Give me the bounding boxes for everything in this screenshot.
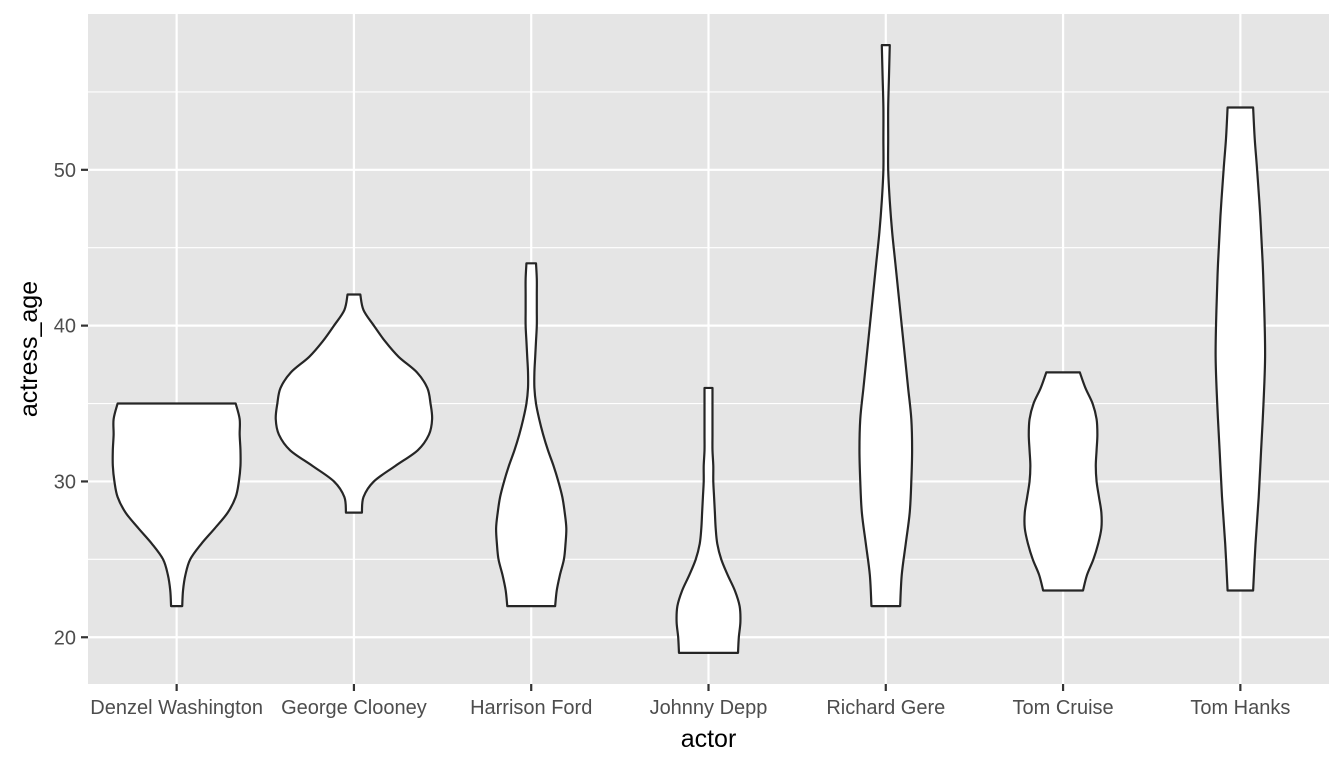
x-tick-label: Tom Cruise [1013,697,1114,719]
violin-denzel-washington [111,402,242,608]
violin-harrison-ford [494,262,568,608]
y-tick-label: 30 [54,471,76,493]
x-axis-title: actor [681,725,737,753]
x-tick-label: George Clooney [281,697,427,719]
violin-johnny-depp [675,386,742,654]
y-tick-label: 50 [54,160,76,182]
y-tick-label: 40 [54,316,76,338]
x-tick-label: Tom Hanks [1190,697,1290,719]
y-tick-label: 20 [54,627,76,649]
violin-george-clooney [274,293,434,514]
y-axis: 20 30 40 50 [54,160,88,649]
violin-tom-cruise [1023,371,1103,592]
x-tick-label: Richard Gere [826,697,945,719]
violins [111,44,1267,654]
x-axis: Denzel Washington George Clooney Harrison … [90,684,1290,719]
violin-tom-hanks [1214,106,1267,592]
y-axis-title: actress_age [15,281,43,417]
violin-richard-gere [858,44,914,608]
x-tick-label: Denzel Washington [90,697,263,719]
x-tick-label: Harrison Ford [470,697,592,719]
x-tick-label: Johnny Depp [650,697,768,719]
